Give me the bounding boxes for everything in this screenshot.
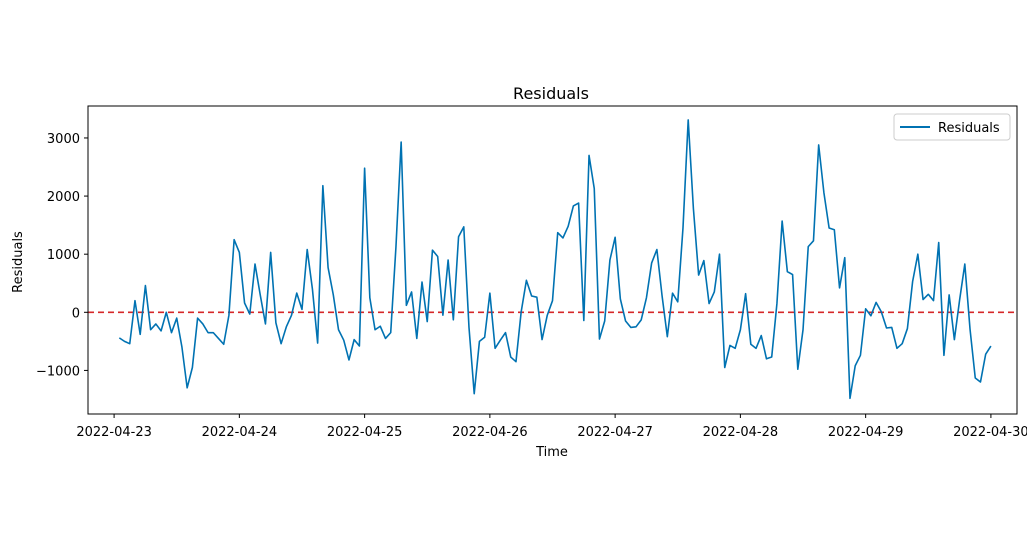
- legend-box: [893, 113, 1011, 141]
- series-group: [118, 119, 992, 400]
- legend-label: Residuals: [938, 121, 1000, 136]
- x-tick-label: 2022-04-27: [577, 425, 653, 440]
- plot-area: [87, 105, 1018, 415]
- series-line-residuals: [118, 119, 992, 400]
- x-tick-label: 2022-04-26: [452, 425, 528, 440]
- y-tick-label: 1000: [47, 248, 80, 263]
- x-axis-label: Time: [535, 445, 568, 460]
- y-tick-label: 2000: [47, 190, 80, 205]
- plot-frame: [87, 105, 1018, 415]
- y-tick-label: 0: [72, 306, 80, 321]
- x-tick-label: 2022-04-30: [953, 425, 1027, 440]
- y-tick-label: −1000: [36, 364, 80, 379]
- x-tick-label: 2022-04-28: [703, 425, 779, 440]
- x-tick-label: 2022-04-23: [76, 425, 152, 440]
- y-axis: −1000 0 1000 2000 3000: [36, 132, 88, 379]
- y-axis-label: Residuals: [11, 231, 26, 293]
- x-tick-label: 2022-04-29: [828, 425, 904, 440]
- x-tick-label: 2022-04-24: [202, 425, 278, 440]
- x-tick-label: 2022-04-25: [327, 425, 403, 440]
- legend: Residuals: [893, 113, 1011, 141]
- x-axis: 2022-04-23 2022-04-24 2022-04-25 2022-04-26…: [76, 414, 1027, 440]
- chart-title: Residuals: [513, 84, 589, 103]
- y-tick-label: 3000: [47, 132, 80, 147]
